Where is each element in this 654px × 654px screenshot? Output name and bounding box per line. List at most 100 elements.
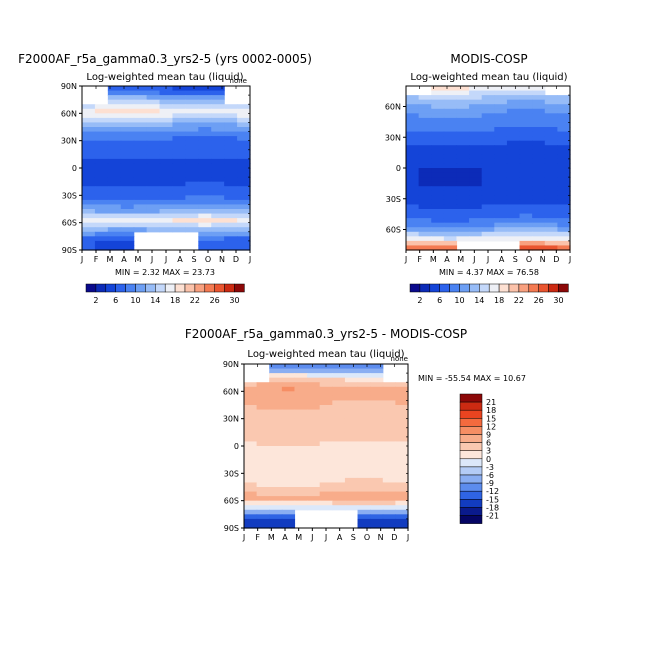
heatmap-cell	[344, 459, 359, 465]
heatmap-cell	[237, 213, 251, 219]
heatmap-cell	[456, 218, 470, 224]
heatmap-cell	[107, 131, 122, 137]
heatmap-cell	[107, 122, 122, 128]
heatmap-cell	[185, 136, 199, 142]
heatmap-cell	[443, 90, 458, 96]
heatmap-cell	[456, 113, 470, 119]
heatmap-cell	[344, 400, 359, 406]
colorbar-label: -21	[486, 512, 499, 521]
heatmap-cell	[224, 186, 238, 192]
heatmap-cell	[307, 432, 321, 438]
heatmap-cell	[94, 140, 109, 146]
heatmap-cell	[244, 514, 258, 520]
heatmap-cell	[198, 172, 212, 178]
heatmap-cell	[120, 154, 135, 160]
heatmap-cell	[94, 104, 109, 110]
heatmap-cell	[395, 386, 409, 392]
heatmap-cell	[133, 140, 148, 146]
heatmap-cell	[172, 104, 186, 110]
heatmap-cell	[506, 113, 521, 119]
heatmap-cell	[344, 464, 359, 470]
x-tick-label: M	[430, 255, 437, 264]
heatmap-cell	[418, 199, 432, 206]
heatmap-cell	[395, 468, 409, 474]
heatmap-cell	[133, 122, 148, 128]
heatmap-cell	[94, 186, 109, 192]
heatmap-cell	[395, 477, 409, 484]
heatmap-cell	[146, 108, 161, 114]
heatmap-cell	[481, 158, 495, 165]
x-tick-label: M	[107, 255, 114, 264]
heatmap-cell	[532, 231, 546, 237]
heatmap-cell	[431, 163, 445, 169]
heatmap-cell	[344, 446, 359, 452]
heatmap-cell	[431, 86, 445, 92]
colorbar-swatch	[115, 283, 126, 293]
heatmap-cell	[159, 158, 174, 165]
heatmap-cell	[532, 163, 546, 169]
heatmap-cell	[82, 181, 96, 187]
heatmap-cell	[294, 391, 308, 397]
heatmap-cell	[107, 245, 122, 251]
heatmap-cell	[224, 104, 238, 110]
heatmap-cell	[120, 186, 135, 192]
heatmap-cell	[443, 213, 458, 219]
heatmap-cell	[418, 149, 432, 155]
colorbar-label: 6	[113, 296, 118, 305]
heatmap-cell	[506, 122, 521, 128]
heatmap-cell	[269, 427, 283, 433]
colorbar-label: 3	[486, 447, 491, 456]
heatmap-cell	[469, 158, 483, 165]
heatmap-cell	[211, 218, 225, 224]
heatmap-cell	[172, 186, 186, 192]
heatmap-cell	[344, 505, 359, 511]
heatmap-cell	[344, 409, 359, 415]
heatmap-cell	[224, 181, 238, 187]
heatmap-cell	[94, 213, 109, 219]
heatmap-cell	[370, 487, 384, 493]
heatmap-cell	[269, 377, 283, 383]
heatmap-cell	[120, 218, 135, 224]
heatmap-cell	[519, 227, 533, 233]
heatmap-cell	[244, 477, 258, 484]
heatmap-cell	[224, 163, 238, 169]
heatmap-cell	[332, 395, 346, 402]
heatmap-cell	[120, 222, 135, 228]
x-tick-label: M	[268, 533, 275, 542]
heatmap-cell	[198, 145, 212, 151]
heatmap-cell	[146, 158, 161, 165]
y-tick-label: 60N	[223, 387, 239, 396]
heatmap-cell	[198, 99, 212, 105]
heatmap-cell	[172, 117, 186, 124]
x-tick-label: M	[295, 533, 302, 542]
heatmap-cell	[244, 400, 258, 406]
heatmap-cell	[557, 195, 571, 201]
heatmap-cell	[120, 204, 135, 210]
heatmap-cell	[319, 368, 333, 374]
heatmap-cell	[395, 459, 409, 465]
heatmap-cell	[456, 158, 470, 165]
x-tick-label: F	[94, 255, 99, 264]
heatmap-cell	[532, 218, 546, 224]
heatmap-cell	[120, 117, 135, 124]
colorbar-swatch	[459, 434, 483, 443]
heatmap-cell	[519, 122, 533, 128]
heatmap-cell	[532, 177, 546, 183]
heatmap-cell	[406, 95, 420, 101]
heatmap-cell	[211, 86, 225, 92]
heatmap-cell	[307, 473, 321, 479]
heatmap-cell	[256, 441, 270, 447]
colorbar-label: 14	[150, 296, 160, 305]
heatmap-cell	[481, 117, 495, 124]
heatmap-cell	[133, 181, 148, 187]
heatmap-cell	[481, 218, 495, 224]
heatmap-cell	[159, 149, 174, 155]
heatmap-cell	[469, 127, 483, 133]
heatmap-cell	[172, 131, 186, 137]
heatmap-cell	[198, 127, 212, 133]
heatmap-cell	[506, 227, 521, 233]
heatmap-cell	[319, 500, 333, 506]
y-tick-label: 60N	[385, 103, 401, 112]
heatmap-cell	[159, 213, 174, 219]
